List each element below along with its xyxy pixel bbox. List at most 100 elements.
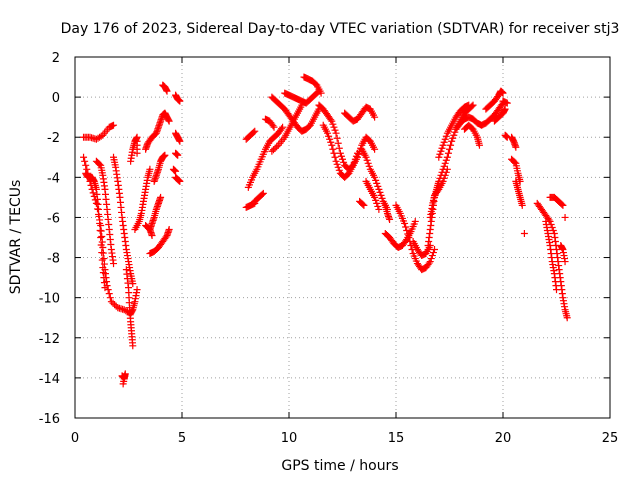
series-arc-ae <box>319 121 361 181</box>
y-tick-label: -8 <box>47 252 60 267</box>
data-point <box>148 231 156 239</box>
data-point <box>512 143 520 151</box>
data-point <box>352 152 360 160</box>
data-point <box>545 216 553 224</box>
data-point <box>101 284 109 292</box>
data-point <box>374 182 382 190</box>
data-point <box>329 120 337 128</box>
series-arc-ax <box>508 155 524 185</box>
data-point <box>98 249 106 257</box>
series-arc-aa <box>268 93 323 135</box>
y-tick-label: -14 <box>39 372 60 387</box>
data-point <box>129 342 137 350</box>
data-point <box>109 299 117 307</box>
data-point <box>95 212 103 220</box>
x-tick-label: 25 <box>602 431 619 446</box>
data-point <box>437 147 445 155</box>
data-point <box>278 125 286 133</box>
data-point <box>133 286 141 294</box>
data-point <box>442 132 450 140</box>
data-point <box>558 200 566 208</box>
data-point <box>371 145 379 153</box>
data-point <box>360 201 368 209</box>
series-arc-c <box>82 169 109 292</box>
data-point <box>431 246 439 254</box>
data-point <box>449 134 457 142</box>
data-point <box>161 151 169 159</box>
series-arc-w <box>244 123 287 191</box>
series-arc-ab <box>281 87 323 107</box>
data-point <box>326 135 334 143</box>
data-point <box>441 171 449 179</box>
data-point <box>336 149 344 157</box>
data-point <box>353 149 361 157</box>
data-point <box>441 159 449 167</box>
data-point <box>333 160 341 168</box>
series-arc-m <box>146 193 165 233</box>
data-point <box>334 139 342 147</box>
data-point <box>364 159 372 167</box>
data-point <box>439 141 447 149</box>
data-point <box>325 132 333 140</box>
data-point <box>499 89 507 97</box>
data-point <box>106 294 114 302</box>
data-point <box>351 155 359 163</box>
data-point <box>436 150 444 158</box>
data-point <box>371 193 379 201</box>
series-arc-a <box>80 121 118 143</box>
x-tick-label: 5 <box>178 431 186 446</box>
series-arc-o <box>159 81 171 95</box>
data-point <box>404 230 412 238</box>
data-point <box>401 219 409 227</box>
data-point <box>110 121 118 129</box>
data-point <box>425 259 433 267</box>
series-arc-f <box>122 266 137 350</box>
data-point <box>441 135 449 143</box>
data-point <box>97 241 105 249</box>
data-point <box>271 144 279 152</box>
series-arc-aw <box>508 133 520 151</box>
series-arc-ap <box>435 101 473 161</box>
series-arc-ao <box>426 165 451 221</box>
data-point <box>157 193 165 201</box>
x-tick-label: 0 <box>71 431 79 446</box>
series-arc-ai <box>356 197 368 209</box>
series-arc-al <box>392 201 439 274</box>
series-arc-bd <box>557 242 569 266</box>
data-point <box>331 126 339 134</box>
data-point <box>373 179 381 187</box>
data-point <box>439 177 447 185</box>
y-axis-label: SDTVAR / TECUs <box>8 180 24 295</box>
data-point <box>279 123 287 131</box>
data-point <box>96 219 104 227</box>
x-axis-label: GPS time / hours <box>281 458 398 474</box>
series-arc-x <box>251 189 267 205</box>
data-point <box>359 200 367 208</box>
y-tick-label: -12 <box>39 332 60 347</box>
data-point <box>165 225 173 233</box>
data-point <box>376 188 384 196</box>
series-arc-af <box>341 103 379 125</box>
series-arc-l <box>150 151 169 185</box>
data-point <box>333 134 341 142</box>
series-arc-as <box>482 87 507 113</box>
data-point <box>371 173 379 181</box>
data-point <box>335 166 343 174</box>
data-point <box>259 189 267 197</box>
data-point <box>340 158 348 166</box>
data-point <box>92 199 100 207</box>
data-point <box>435 153 443 161</box>
data-point <box>375 205 383 213</box>
series-arc-p <box>172 91 184 105</box>
series-arc-u <box>242 127 259 143</box>
data-point <box>518 201 526 209</box>
data-point <box>328 141 336 149</box>
data-point <box>402 223 410 231</box>
data-point <box>428 252 436 260</box>
data-point <box>332 157 340 165</box>
data-point <box>442 156 450 164</box>
y-tick-label: -16 <box>39 412 60 427</box>
data-point <box>434 187 442 195</box>
series-arc-y <box>261 115 278 131</box>
series-arc-h <box>127 133 141 165</box>
